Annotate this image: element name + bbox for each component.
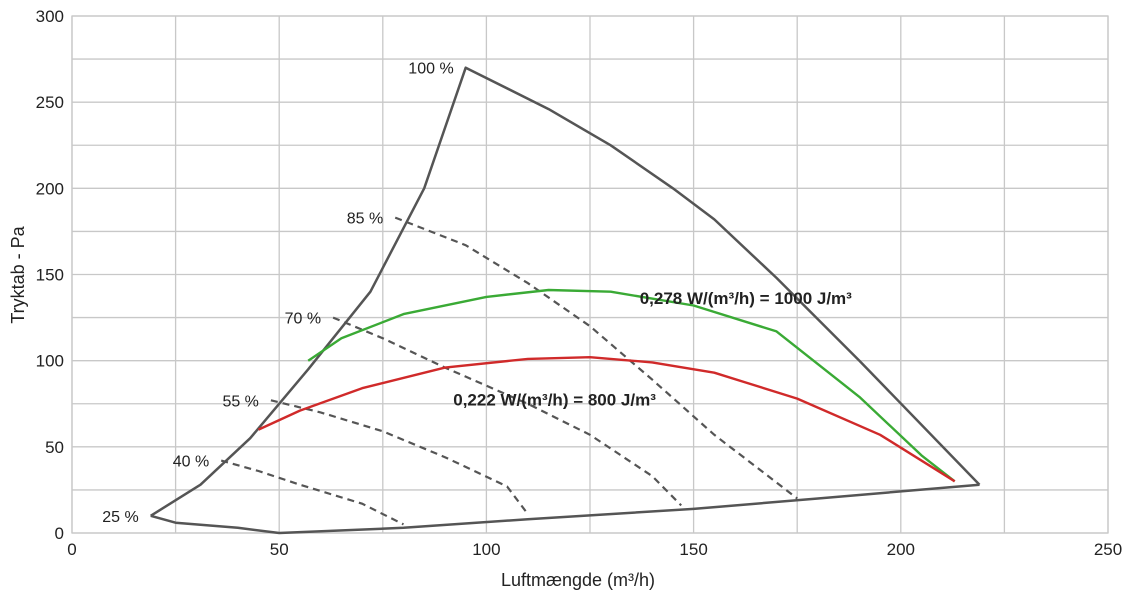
series-green: [307, 288, 956, 483]
ticks: 0 50 100 150 200 250 0 50 100 150 200 250 300: [36, 7, 1123, 559]
x-tick-label: 200: [887, 540, 915, 559]
x-tick-label: 100: [472, 540, 500, 559]
series-red: [257, 356, 956, 483]
percent-label: 70 %: [285, 311, 321, 328]
curves: [150, 66, 981, 535]
percent-curve: [394, 216, 798, 500]
percent-label: 55 %: [222, 393, 258, 410]
x-tick-label: 150: [679, 540, 707, 559]
series-annotation: 0,278 W/(m³/h) = 1000 J/m³: [640, 289, 852, 308]
x-tick-label: 250: [1094, 540, 1122, 559]
y-tick-label: 300: [36, 7, 64, 26]
envelope-lower: [150, 483, 980, 535]
y-axis-label: Tryktab - Pa: [8, 225, 28, 323]
y-tick-label: 150: [36, 266, 64, 285]
grid: [71, 15, 1109, 534]
labels: 100 % 85 % 70 % 55 % 40 % 25 % 0,278 W/(m³/h) …: [102, 61, 852, 526]
percent-curve: [220, 459, 404, 526]
x-tick-label: 0: [67, 540, 76, 559]
x-tick-label: 50: [270, 540, 289, 559]
y-tick-label: 250: [36, 93, 64, 112]
percent-label: 100 %: [408, 61, 453, 78]
y-tick-label: 100: [36, 352, 64, 371]
y-tick-label: 50: [45, 438, 64, 457]
series-annotation: 0,222 W/(m³/h) = 800 J/m³: [453, 390, 656, 409]
percent-curve: [270, 399, 529, 515]
percent-label: 85 %: [347, 211, 383, 228]
plot-frame: [71, 15, 1109, 534]
y-tick-label: 200: [36, 179, 64, 198]
envelope-upper: [150, 66, 981, 517]
percent-label: 25 %: [102, 509, 138, 526]
y-tick-label: 0: [55, 524, 64, 543]
percent-curve: [332, 316, 682, 507]
x-axis-label: Luftmængde (m³/h): [501, 570, 655, 590]
percent-label: 40 %: [173, 454, 209, 471]
